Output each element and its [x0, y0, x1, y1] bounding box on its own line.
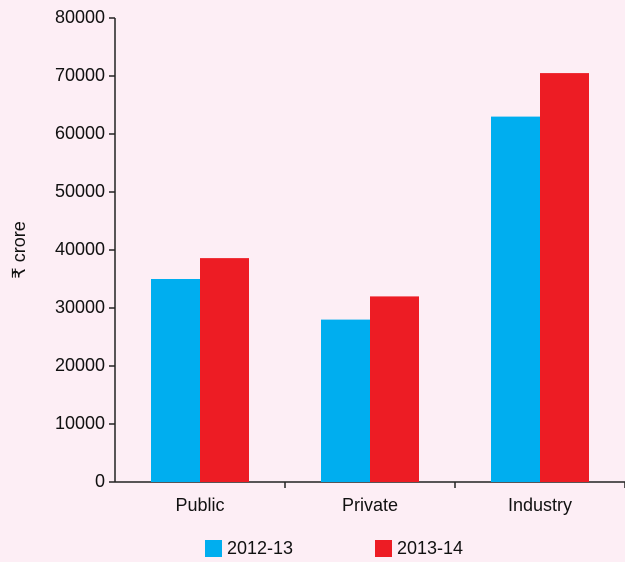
y-tick-label: 10000 — [55, 413, 105, 433]
legend-label: 2013-14 — [397, 538, 463, 558]
y-tick-label: 30000 — [55, 297, 105, 317]
y-tick-label: 70000 — [55, 65, 105, 85]
bar — [370, 296, 419, 482]
legend-label: 2012-13 — [227, 538, 293, 558]
y-tick-label: 20000 — [55, 355, 105, 375]
x-tick-label: Public — [175, 495, 224, 515]
y-tick-label: 0 — [95, 471, 105, 491]
bar — [540, 73, 589, 482]
x-tick-label: Private — [342, 495, 398, 515]
bar — [151, 279, 200, 482]
x-tick-label: Industry — [508, 495, 572, 515]
bar — [491, 116, 540, 482]
y-tick-label: 60000 — [55, 123, 105, 143]
y-axis-label: ₹ crore — [9, 221, 29, 278]
legend-swatch — [205, 540, 222, 557]
bar — [200, 258, 249, 482]
y-tick-label: 40000 — [55, 239, 105, 259]
y-tick-label: 80000 — [55, 7, 105, 27]
y-tick-label: 50000 — [55, 181, 105, 201]
legend-swatch — [375, 540, 392, 557]
bar — [321, 319, 370, 482]
